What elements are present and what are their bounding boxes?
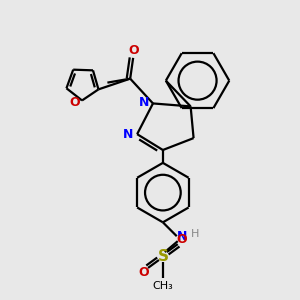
Text: N: N <box>139 96 149 109</box>
Text: S: S <box>158 248 168 263</box>
Text: H: H <box>190 229 199 239</box>
Text: O: O <box>176 233 187 246</box>
Text: N: N <box>176 230 187 243</box>
Text: N: N <box>123 128 134 141</box>
Text: O: O <box>129 44 140 57</box>
Text: CH₃: CH₃ <box>152 281 173 291</box>
Text: O: O <box>139 266 149 279</box>
Text: O: O <box>70 96 80 109</box>
